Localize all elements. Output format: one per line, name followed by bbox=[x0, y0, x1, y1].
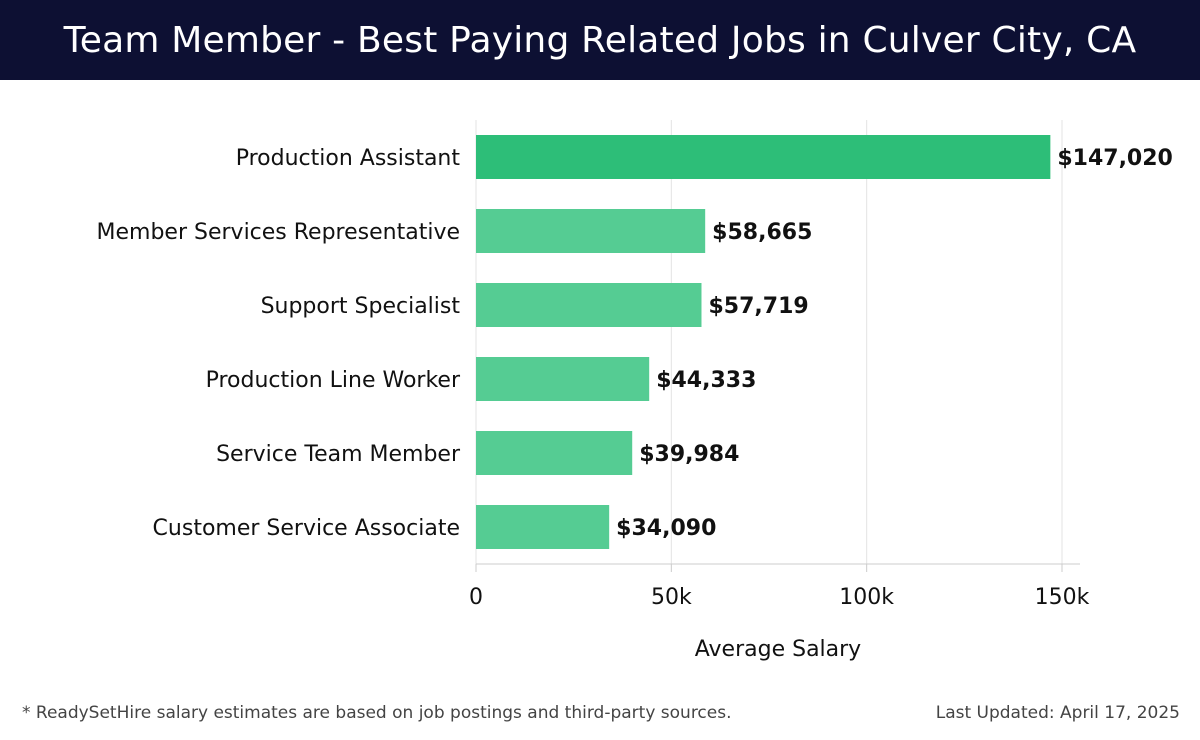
value-label: $34,090 bbox=[616, 516, 716, 541]
value-label: $58,665 bbox=[712, 220, 812, 245]
footnote-source: * ReadySetHire salary estimates are base… bbox=[22, 703, 732, 723]
x-tick-label: 50k bbox=[651, 585, 692, 610]
bar-chart: Production Assistant Member Services Repr… bbox=[97, 120, 1173, 662]
last-updated: Last Updated: April 17, 2025 bbox=[935, 703, 1180, 723]
chart-header: Team Member - Best Paying Related Jobs i… bbox=[0, 0, 1200, 80]
bar bbox=[476, 431, 633, 475]
value-label: $147,020 bbox=[1057, 146, 1173, 171]
category-label: Member Services Representative bbox=[97, 220, 460, 245]
category-labels: Production Assistant Member Services Repr… bbox=[97, 146, 461, 541]
value-label: $44,333 bbox=[656, 368, 756, 393]
grid-lines bbox=[475, 120, 1063, 564]
category-label: Customer Service Associate bbox=[153, 516, 460, 541]
bar bbox=[476, 357, 650, 401]
x-tick-label: 0 bbox=[469, 585, 483, 610]
category-label: Production Assistant bbox=[236, 146, 461, 171]
value-label: $39,984 bbox=[639, 442, 739, 467]
x-tick-label: 100k bbox=[839, 585, 894, 610]
bar bbox=[476, 135, 1051, 179]
value-labels: $147,020 $58,665 $57,719 $44,333 $39,984 $34,… bbox=[616, 146, 1173, 541]
chart-title: Team Member - Best Paying Related Jobs i… bbox=[63, 19, 1137, 61]
value-label: $57,719 bbox=[708, 294, 808, 319]
category-label: Service Team Member bbox=[216, 442, 461, 467]
bar bbox=[476, 209, 706, 253]
category-label: Support Specialist bbox=[261, 294, 461, 319]
x-axis: 0 50k 100k 150k Average Salary bbox=[469, 563, 1090, 662]
bar bbox=[476, 283, 702, 327]
x-tick-label: 150k bbox=[1035, 585, 1090, 610]
category-label: Production Line Worker bbox=[206, 368, 461, 393]
bars bbox=[476, 135, 1051, 549]
bar bbox=[476, 505, 610, 549]
x-axis-title: Average Salary bbox=[695, 637, 861, 662]
